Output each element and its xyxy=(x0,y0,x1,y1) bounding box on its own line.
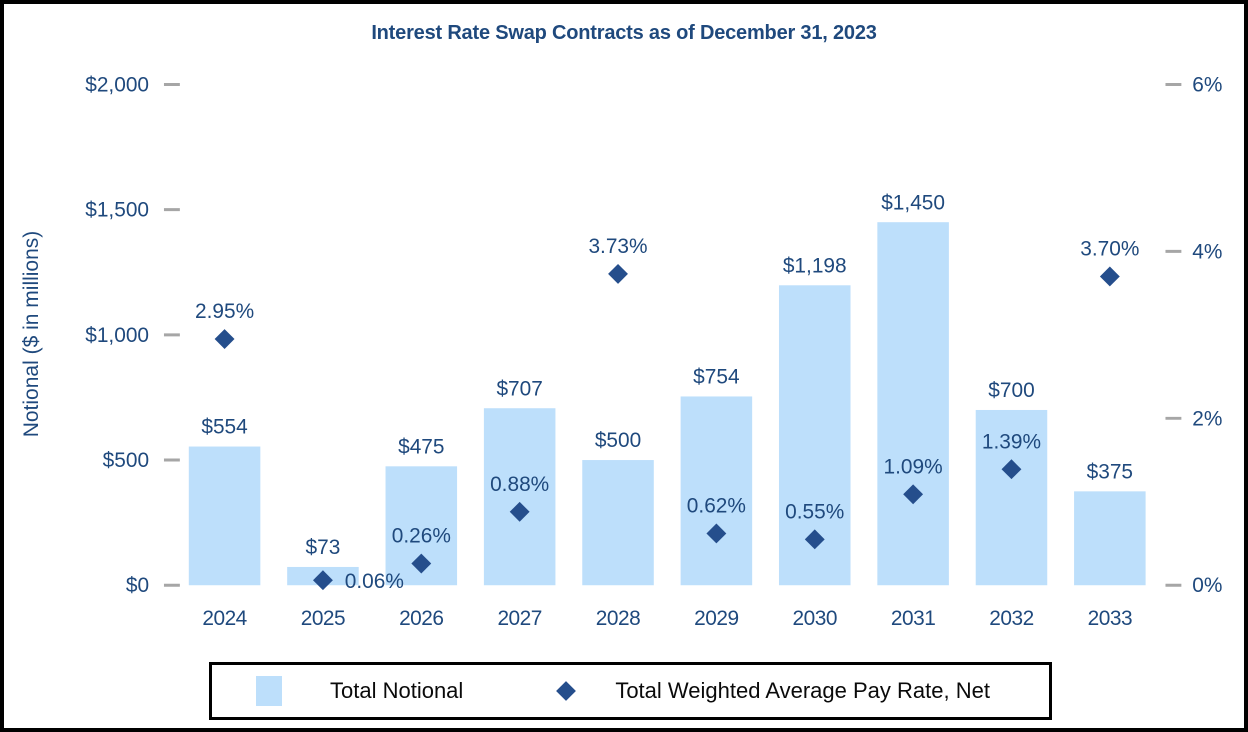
right-axis-tick-label: 2% xyxy=(1192,407,1222,430)
right-axis-tick-label: 6% xyxy=(1192,73,1222,96)
rate-label-2025: 0.06% xyxy=(345,570,404,593)
rate-label-2030: 0.55% xyxy=(785,500,844,523)
bar-label-2031: $1,450 xyxy=(881,191,945,214)
left-axis-tick-label: $500 xyxy=(103,449,149,472)
x-axis-label-2032: 2032 xyxy=(989,607,1033,630)
bar-2032 xyxy=(975,409,1048,586)
x-axis-label-2029: 2029 xyxy=(694,607,738,630)
rate-label-2029: 0.62% xyxy=(687,495,746,518)
x-axis-label-2028: 2028 xyxy=(596,607,640,630)
rate-marker-2029 xyxy=(706,523,727,544)
x-axis-label-2026: 2026 xyxy=(399,607,443,630)
rate-marker-2033 xyxy=(1099,266,1120,287)
rate-label-2026: 0.26% xyxy=(392,525,451,548)
rate-label-2033: 3.70% xyxy=(1080,238,1139,261)
rate-marker-2032 xyxy=(1001,459,1022,480)
legend-diamond-icon xyxy=(556,681,577,701)
left-axis-tick-label: $0 xyxy=(126,574,149,597)
bar-label-2025: $73 xyxy=(306,536,341,559)
bar-label-2027: $707 xyxy=(496,377,542,400)
bar-label-2033: $375 xyxy=(1087,460,1133,483)
legend-label-pay-rate: Total Weighted Average Pay Rate, Net xyxy=(615,678,990,703)
bar-label-2028: $500 xyxy=(595,429,641,452)
rate-label-2024: 2.95% xyxy=(195,300,254,323)
bar-label-2026: $475 xyxy=(398,435,444,458)
x-axis-label-2030: 2030 xyxy=(793,607,837,630)
rate-marker-2024 xyxy=(214,329,235,349)
legend-swatch-total-notional xyxy=(256,676,282,706)
right-axis-tick-label: 0% xyxy=(1192,574,1222,597)
bar-2031 xyxy=(877,222,949,586)
bar-2033 xyxy=(1074,491,1146,586)
chart-plot-area: $2,000 $1,500 $1,000 $500 $0 6% 4% 2% 0% 2024 2025… xyxy=(85,73,1222,630)
rate-label-2027: 0.88% xyxy=(490,473,549,496)
rate-label-2031: 1.09% xyxy=(884,455,943,478)
left-axis-tick-label: $1,500 xyxy=(85,199,149,222)
bar-label-2032: $700 xyxy=(988,379,1034,402)
x-axis-label-2025: 2025 xyxy=(301,607,345,630)
rate-marker-2030 xyxy=(804,529,825,550)
bar-label-2029: $754 xyxy=(693,366,739,389)
rate-label-2032: 1.39% xyxy=(982,430,1041,453)
bar-2027 xyxy=(483,408,556,586)
x-axis-label-2033: 2033 xyxy=(1088,607,1132,630)
legend-label-total-notional: Total Notional xyxy=(330,678,464,703)
x-axis-label-2027: 2027 xyxy=(497,607,541,630)
chart-title: Interest Rate Swap Contracts as of Decem… xyxy=(371,22,877,44)
bar-label-2024: $554 xyxy=(201,416,247,439)
rate-marker-2028 xyxy=(608,263,628,284)
bar-2024 xyxy=(188,446,261,586)
bar-2029 xyxy=(680,396,753,586)
rate-marker-2031 xyxy=(903,484,924,505)
left-axis-tick-label: $1,000 xyxy=(85,324,149,347)
bar-2028 xyxy=(582,460,654,586)
rate-label-2028: 3.73% xyxy=(588,235,647,258)
right-axis-tick-label: 4% xyxy=(1192,240,1222,263)
x-axis-label-2024: 2024 xyxy=(202,607,246,630)
rate-marker-2027 xyxy=(509,501,530,522)
legend-box: Total Notional Total Weighted Average Pa… xyxy=(209,662,1052,720)
left-axis-tick-label: $2,000 xyxy=(85,73,149,96)
bar-label-2030: $1,198 xyxy=(783,254,847,277)
x-axis-label-2031: 2031 xyxy=(891,607,935,630)
